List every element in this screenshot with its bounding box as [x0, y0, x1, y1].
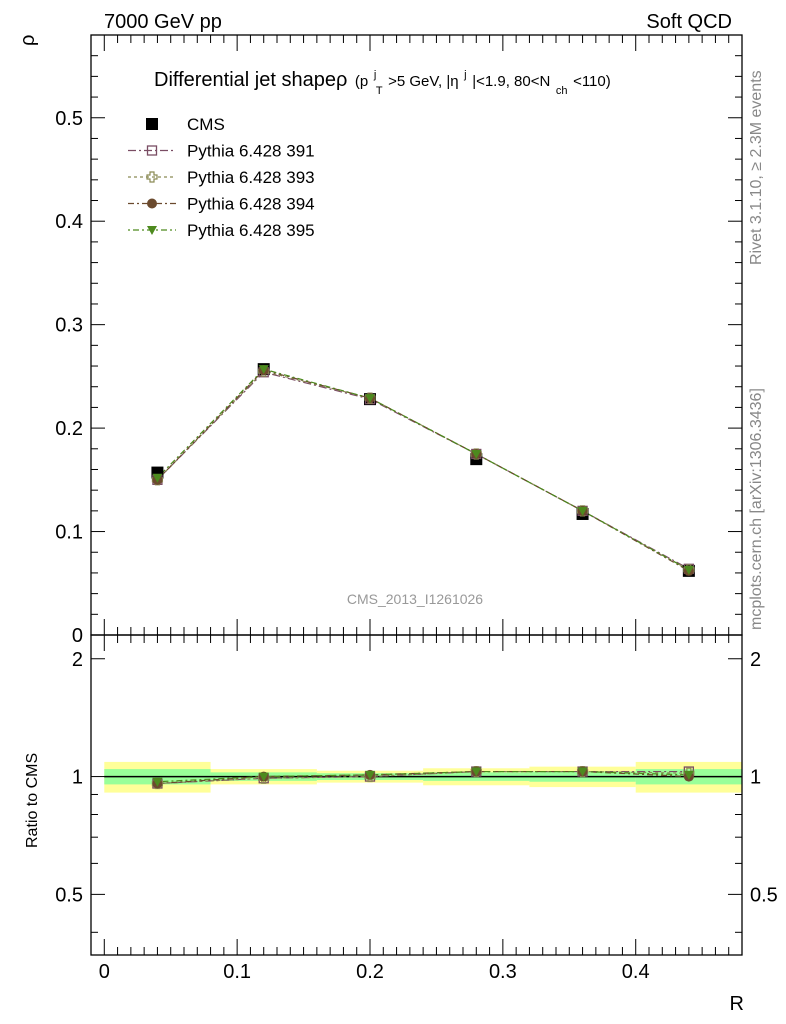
plot-title-pt-rest: >5 GeV, |η: [388, 73, 458, 90]
legend-label: Pythia 6.428 393: [187, 168, 315, 187]
x-tick-label: 0.4: [622, 961, 650, 983]
plot-title-pt-sub: T: [376, 85, 383, 97]
data-point-ratio: [152, 777, 163, 787]
legend-label: Pythia 6.428 391: [187, 142, 315, 161]
data-point-main: [683, 565, 694, 575]
series-line-main: [157, 371, 690, 570]
plot-title-main: Differential jet shapeρ: [154, 69, 347, 91]
series-line-ratio: [157, 770, 689, 783]
ratio-plot-frame: [90, 634, 743, 956]
main-y-tick-label: 0.5: [55, 108, 83, 130]
mcplots-url-label: mcplots.cern.ch [arXiv:1306.3436]: [748, 388, 765, 630]
series-line-main: [156, 369, 690, 572]
data-point-main: [471, 449, 482, 459]
main-y-tick-label: 0: [72, 625, 83, 647]
data-point-ratio: [577, 767, 588, 777]
data-point-ratio: [365, 770, 375, 780]
data-point-ratio: [258, 772, 269, 782]
ratio-y-tick-label-right: 2: [750, 649, 761, 671]
legend-marker: [146, 171, 158, 183]
ratio-y-axis-label: Ratio to CMS: [24, 753, 41, 848]
x-tick-label: 0.1: [223, 961, 251, 983]
main-y-tick-label: 0.1: [55, 522, 83, 544]
legend-marker: [147, 198, 157, 209]
x-tick-label: 0.3: [489, 961, 517, 983]
main-y-axis-label: ρ: [17, 35, 39, 46]
rivet-version-label: Rivet 3.1.10, ≥ 2.3M events: [748, 70, 765, 265]
ratio-y-tick-label-right: 1: [750, 767, 761, 789]
analysis-watermark: CMS_2013_I1261026: [347, 591, 483, 607]
series-line-main: [156, 368, 690, 571]
x-tick-label: 0: [99, 961, 110, 983]
plot-title-eta-sup: j: [463, 69, 466, 81]
header-left: 7000 GeV pp: [104, 11, 222, 33]
legend: CMS Pythia 6.428 391 Pythia 6.428 393 Pythi…: [128, 115, 315, 240]
legend-label: Pythia 6.428 395: [187, 221, 315, 240]
plot-title-pt: (p: [355, 73, 368, 90]
legend-label: Pythia 6.428 394: [187, 195, 315, 214]
x-tick-label: 0.2: [356, 961, 384, 983]
data-point-main: [258, 365, 269, 375]
legend-marker: [146, 145, 158, 156]
ratio-y-tick-label-left: 1: [72, 767, 83, 789]
series-line-main: [156, 370, 690, 571]
header-right: Soft QCD: [646, 11, 732, 33]
plot-title-nch-rest: <110): [573, 73, 611, 90]
plot-title: Differential jet shapeρ (p j T >5 GeV, |…: [154, 61, 611, 99]
ratio-y-tick-label-right: 0.5: [750, 884, 778, 906]
legend-marker: [147, 226, 157, 235]
data-point-main: [152, 473, 163, 483]
main-y-tick-label: 0.2: [55, 418, 83, 440]
data-point-main: [577, 506, 588, 516]
data-point-main: [365, 394, 375, 404]
data-point-ratio: [471, 767, 482, 777]
ratio-y-tick-label-left: 0.5: [55, 884, 83, 906]
series-line-ratio: [157, 770, 689, 785]
plot-title-eta-rest: |<1.9, 80<N: [472, 73, 550, 90]
data-point-ratio: [683, 770, 694, 780]
main-y-tick-label: 0.3: [55, 315, 83, 337]
main-y-tick-label: 0.4: [55, 211, 83, 233]
x-axis-label: R: [730, 993, 744, 1015]
plot-title-nch-sub: ch: [556, 85, 568, 97]
ratio-y-tick-label-left: 2: [72, 649, 83, 671]
plot-title-pt-sup: j: [373, 69, 376, 81]
legend-label: CMS: [187, 115, 225, 134]
legend-marker: [146, 118, 158, 130]
